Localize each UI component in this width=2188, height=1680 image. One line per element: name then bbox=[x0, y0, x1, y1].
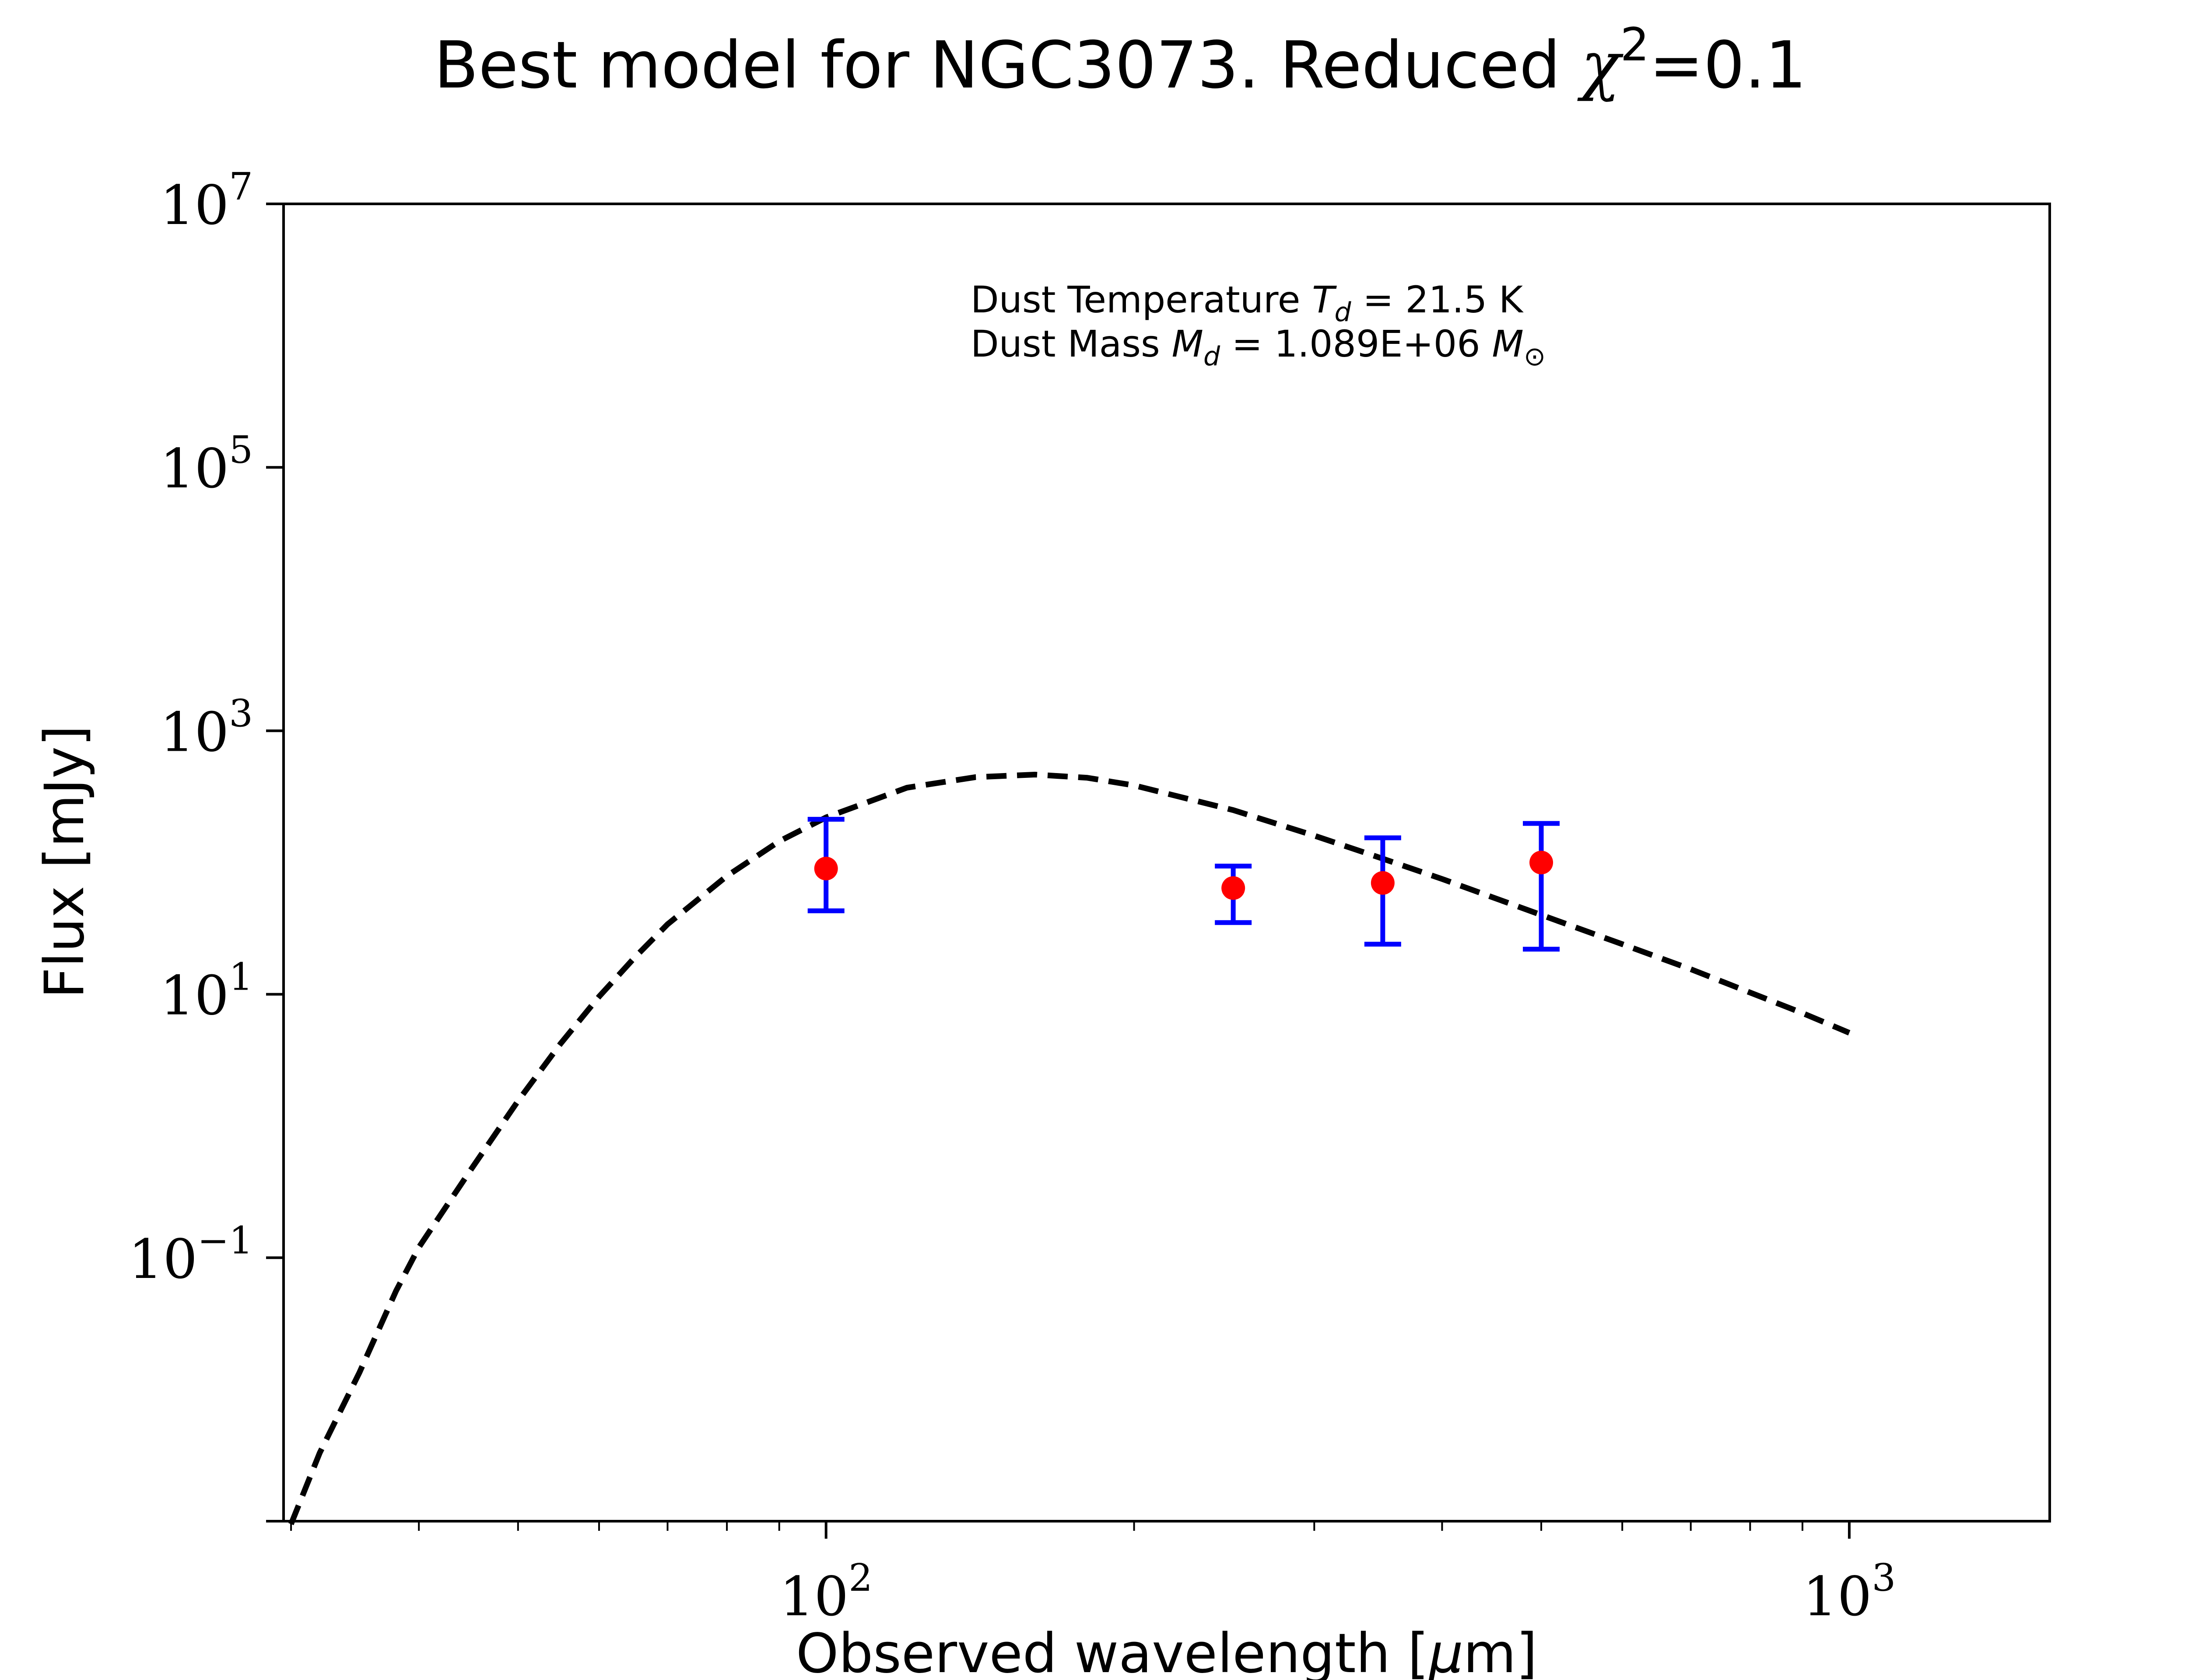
x-axis-label-mu: μ bbox=[1428, 1622, 1463, 1680]
y-tick-label: 10−1 bbox=[128, 1219, 253, 1291]
y-tick-label-exponent: −1 bbox=[197, 1219, 253, 1263]
annotation-temperature-symbol: T bbox=[1312, 278, 1337, 321]
annotation-temperature-subscript: d bbox=[1334, 297, 1351, 328]
model-curve bbox=[288, 772, 1851, 1526]
chart-title-chi-exponent: 2 bbox=[1620, 18, 1649, 71]
model-curve-layer bbox=[288, 772, 1851, 1526]
y-tick-label-base: 10 bbox=[160, 965, 229, 1028]
y-tick-label-exponent: 7 bbox=[229, 165, 253, 209]
y-tick-label: 107 bbox=[160, 165, 253, 237]
x-tick-label-exponent: 3 bbox=[1872, 1556, 1896, 1600]
data-point-2 bbox=[1221, 876, 1245, 900]
x-tick-label-exponent: 2 bbox=[849, 1556, 873, 1600]
data-point-4 bbox=[1529, 850, 1553, 875]
y-tick-label-base: 10 bbox=[160, 174, 229, 237]
marker-layer bbox=[814, 850, 1553, 900]
errorbar-4 bbox=[1523, 821, 1560, 952]
x-tick-label-base: 10 bbox=[779, 1565, 849, 1628]
annotation-temperature: Dust Temperature Td = 21.5 K bbox=[971, 278, 1524, 328]
annotation-mass-prefix: Dust Mass bbox=[971, 322, 1172, 365]
annotation-temperature-prefix: Dust Temperature bbox=[971, 278, 1312, 321]
y-tick-label-exponent: 1 bbox=[229, 956, 253, 999]
y-tick-label-base: 10 bbox=[160, 701, 229, 764]
x-axis-label-prefix: Observed wavelength [ bbox=[796, 1622, 1429, 1680]
chart-title: Best model for NGC3073. Reduced χ2=0.1 bbox=[434, 18, 1806, 103]
y-tick-label: 103 bbox=[160, 692, 253, 764]
y-tick-label: 101 bbox=[160, 956, 253, 1028]
x-axis-label-rest: m] bbox=[1463, 1622, 1537, 1680]
errorbar-layer bbox=[807, 817, 1560, 952]
chart-title-chi: χ bbox=[1577, 28, 1623, 103]
y-tick-label-base: 10 bbox=[160, 438, 229, 500]
y-tick-label: 105 bbox=[160, 428, 253, 500]
y-axis-label: Flux [mJy] bbox=[33, 725, 96, 999]
y-tick-label-base: 10 bbox=[128, 1228, 197, 1291]
x-tick-label-2: 102 bbox=[779, 1556, 873, 1628]
annotation-mass-unit-subscript: ⊙ bbox=[1524, 341, 1546, 372]
annotation-temperature-suffix: = 21.5 K bbox=[1351, 278, 1524, 321]
data-point-3 bbox=[1371, 871, 1395, 895]
chart-title-prefix: Best model for NGC3073. Reduced bbox=[434, 28, 1581, 103]
x-axis-label: Observed wavelength [μm] bbox=[796, 1622, 1537, 1680]
annotation-mass-unit-symbol: M bbox=[1492, 322, 1523, 365]
y-tick-label-exponent: 5 bbox=[229, 428, 253, 472]
annotation-mass-subscript: d bbox=[1203, 341, 1220, 372]
annotation-mass-symbol: M bbox=[1172, 322, 1203, 365]
data-point-1 bbox=[814, 857, 838, 881]
y-tick-label-exponent: 3 bbox=[229, 692, 253, 735]
annotation-mass: Dust Mass Md = 1.089E+06 M⊙ bbox=[971, 322, 1546, 372]
plot-area-frame bbox=[282, 203, 2051, 1522]
x-tick-label-3: 103 bbox=[1803, 1556, 1896, 1628]
annotation-mass-middle: = 1.089E+06 bbox=[1220, 322, 1492, 365]
x-tick-label-base: 10 bbox=[1803, 1565, 1872, 1628]
chart-title-suffix: =0.1 bbox=[1649, 28, 1806, 103]
